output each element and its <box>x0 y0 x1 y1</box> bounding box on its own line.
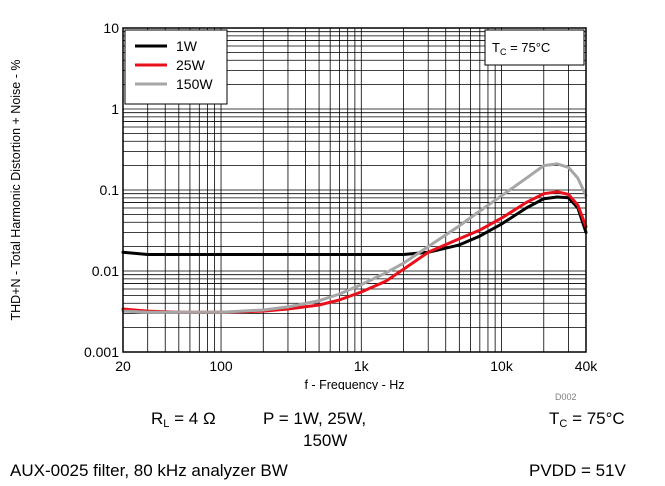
rl-main: R <box>151 409 164 428</box>
series-line-1W <box>121 195 588 256</box>
plot-border <box>122 27 587 353</box>
legend-box <box>124 29 228 105</box>
legend-label: 150W <box>176 76 213 92</box>
power-caption-line2: 150W <box>303 431 348 450</box>
legend-label: 25W <box>176 57 206 73</box>
y-axis-label: THD+N - Total Harmonic Distortion + Nois… <box>9 60 23 321</box>
series-line-150W <box>121 162 588 314</box>
x-tick-label: 100 <box>209 358 233 374</box>
tc-rest: = 75°C <box>567 409 625 428</box>
tc-annotation: TC = 75°C <box>484 29 585 66</box>
x-tick-label: 20 <box>115 358 131 374</box>
legend-label: 1W <box>176 38 198 54</box>
y-tick-label: 10 <box>103 20 119 36</box>
rl-sub: L <box>163 418 170 430</box>
legend: 1W 25W 150W <box>124 29 228 105</box>
x-tick-label: 1k <box>354 358 370 374</box>
tc-main: T <box>549 409 560 428</box>
x-tick-label: 40k <box>575 358 599 374</box>
y-tick-label: 0.1 <box>100 182 120 198</box>
tc-sub: C <box>559 418 568 430</box>
tc-annotation-text: TC = 75°C <box>492 40 550 57</box>
tc-annotation-box <box>484 29 585 66</box>
y-tick-label: 1 <box>111 101 119 117</box>
load-resistance-caption: RL = 4 Ω <box>151 409 216 430</box>
doc-code: D002 <box>555 392 577 402</box>
case-temp-caption: TC = 75°C <box>549 409 625 430</box>
rl-rest: = 4 Ω <box>169 409 216 428</box>
thd-chart: 20 100 1k 10k 40k 0.001 0.01 0.1 1 10 f - Frequenc… <box>9 20 599 390</box>
filter-caption: AUX-0025 filter, 80 kHz analyzer BW <box>10 461 288 480</box>
pvdd-caption: PVDD = 51V <box>529 461 626 480</box>
x-tick-label: 10k <box>490 358 514 374</box>
y-tick-label: 0.01 <box>92 263 119 279</box>
power-caption-line1: P = 1W, 25W, <box>263 409 367 428</box>
y-tick-label: 0.001 <box>84 344 119 360</box>
x-axis-label: f - Frequency - Hz <box>304 378 404 390</box>
